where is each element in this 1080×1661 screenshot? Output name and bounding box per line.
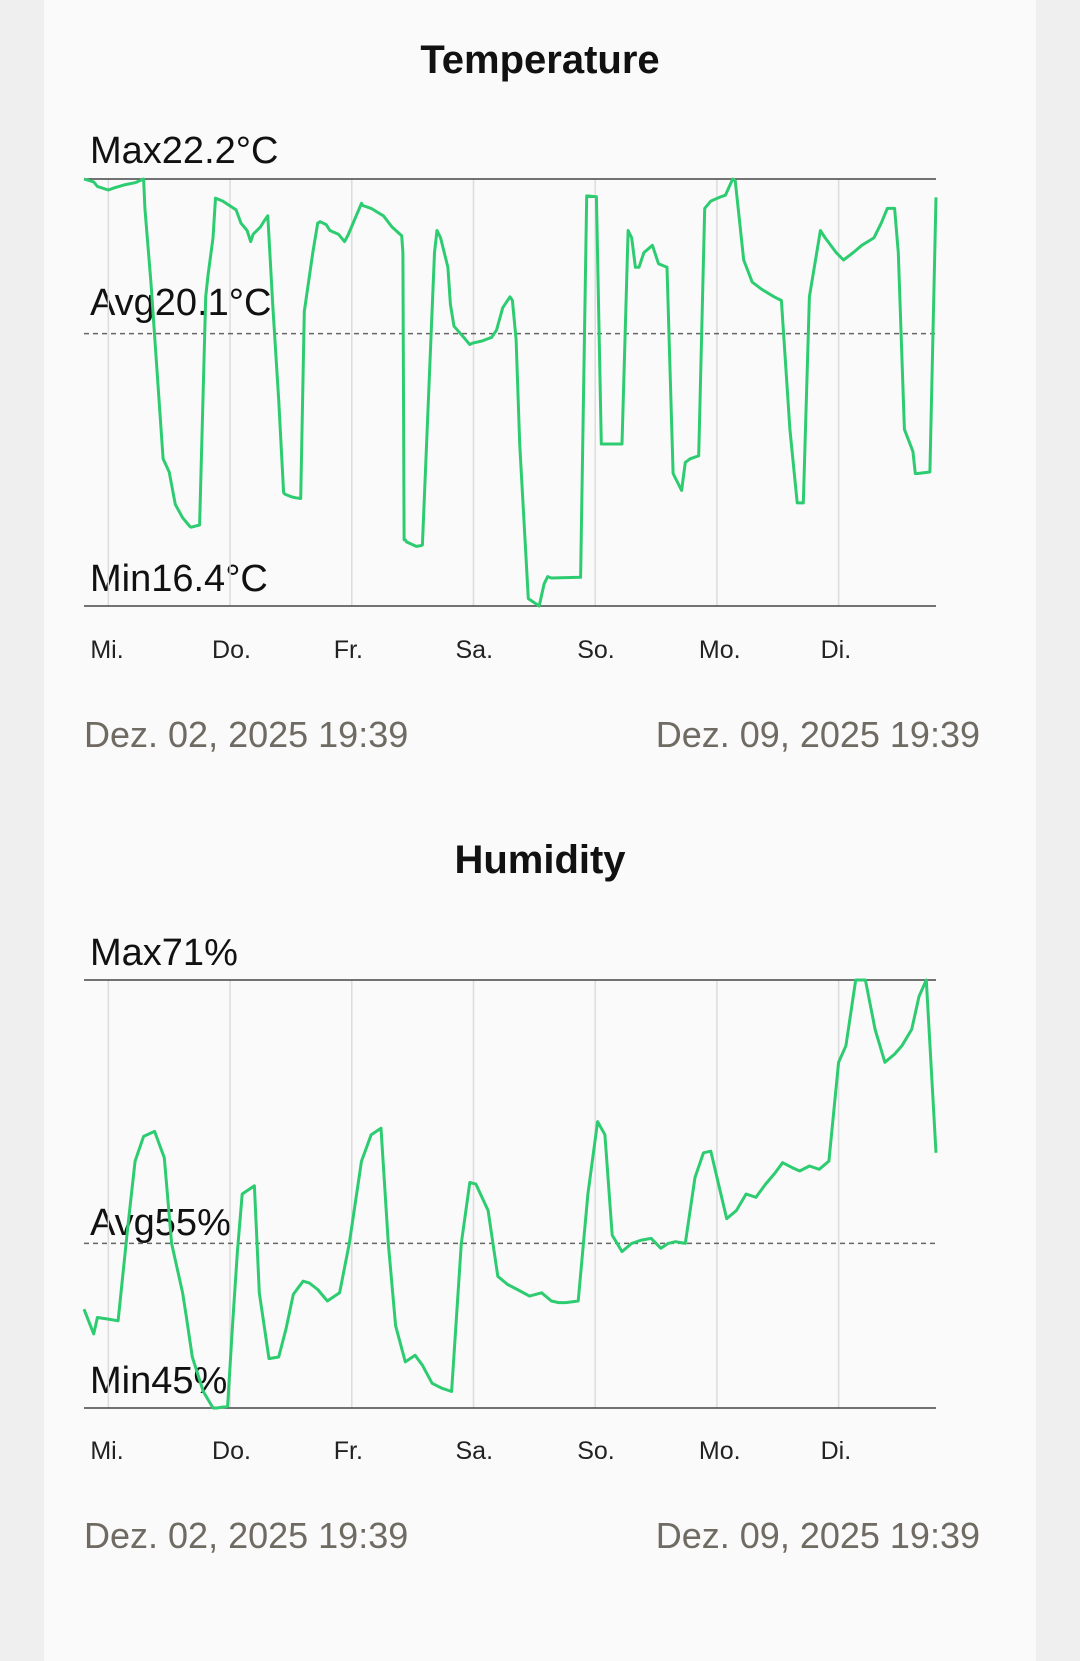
day-label: Mo. <box>698 636 741 664</box>
day-label: Fr. <box>333 1437 363 1465</box>
min-value: 45% <box>151 1360 228 1402</box>
chart-card: Temperature Max22.2°C Avg20.1°C Min16.4°… <box>44 0 1036 1661</box>
day-label: So. <box>577 636 615 664</box>
max-label: Max71% <box>90 932 238 975</box>
avg-label: Avg20.1°C <box>90 282 271 325</box>
humidity-plot <box>82 978 938 1410</box>
start-date: Dez. 02, 2025 19:39 <box>84 714 409 755</box>
day-label: Mi. <box>90 636 124 664</box>
day-label: Do. <box>212 1437 251 1465</box>
day-label: Di. <box>820 1437 852 1465</box>
max-value: 22.2°C <box>161 130 279 172</box>
series-line <box>83 177 938 608</box>
min-label-text: Min <box>90 558 152 600</box>
day-label: Fr. <box>333 636 363 664</box>
chart-title: Humidity <box>454 838 626 882</box>
day-label: Mi. <box>90 1437 124 1465</box>
min-value: 16.4°C <box>151 558 268 600</box>
min-label-text: Min <box>90 1360 152 1402</box>
day-label: Do. <box>212 636 251 664</box>
day-label: Sa. <box>455 636 494 664</box>
min-label: Min45% <box>90 1360 227 1403</box>
series-line <box>82 978 938 1410</box>
avg-label: Avg55% <box>90 1202 231 1245</box>
day-label: Sa. <box>455 1437 494 1465</box>
end-date: Dez. 09, 2025 19:39 <box>655 1515 980 1556</box>
day-label: Mo. <box>698 1437 741 1465</box>
max-label: Max22.2°C <box>90 130 278 173</box>
avg-label-text: Avg <box>90 282 155 324</box>
temperature-plot <box>83 177 938 608</box>
max-label-text: Max <box>90 932 162 974</box>
avg-label-text: Avg <box>90 1202 155 1244</box>
min-label: Min16.4°C <box>90 558 268 601</box>
day-label: So. <box>577 1437 615 1465</box>
avg-value: 20.1°C <box>154 282 272 324</box>
chart-title: Temperature <box>420 38 660 82</box>
day-label: Di. <box>820 636 852 664</box>
end-date: Dez. 09, 2025 19:39 <box>655 714 980 755</box>
max-label-text: Max <box>90 130 162 172</box>
max-value: 71% <box>161 932 238 974</box>
start-date: Dez. 02, 2025 19:39 <box>84 1515 409 1556</box>
